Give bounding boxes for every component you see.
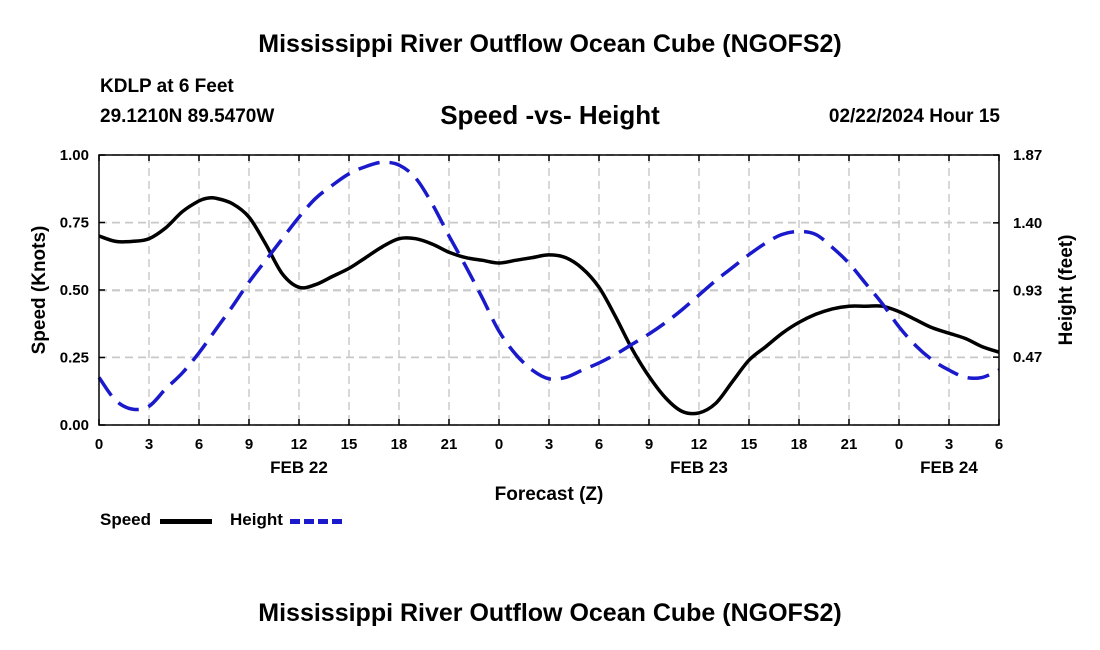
chart-title: Mississippi River Outflow Ocean Cube (NG… [258,30,842,58]
x-tick-label: 21 [841,436,858,453]
legend-height-label: Height [230,510,283,529]
chart-timestamp: 02/22/2024 Hour 15 [828,106,1000,127]
chart-subtitle: Speed -vs- Height [440,100,660,130]
x-tick-label: 3 [145,436,153,453]
x-tick-label: 0 [95,436,103,453]
y-tick-label-right: 0.47 [1013,349,1042,366]
y-tick-label-left: 0.75 [60,215,89,232]
x-tick-label: 6 [995,436,1003,453]
speed-height-chart: 0 3 6 9 12 15 18 21 0 3 6 9 12 15 18 21 0 3 6 FEB 22 FEB 23 F… [29,147,1077,505]
x-tick-label: 0 [495,436,503,453]
station-coordinates: 29.1210N 89.5470W [100,106,275,127]
series-layer [97,160,1000,416]
legend-speed-swatch [160,519,212,524]
series-line-speed [98,195,1000,416]
y-tick-label-left: 0.00 [60,417,89,434]
axes: 0 3 6 9 12 15 18 21 0 3 6 9 12 15 18 21 0 3 6 FEB 22 FEB 23 F… [60,147,1042,477]
y-tick-label-right: 1.87 [1013,147,1042,164]
y-tick-label-left: 0.50 [60,282,89,299]
y-tick-label-right: 0.93 [1013,283,1042,300]
y-tick-label-right: 1.40 [1013,215,1042,232]
x-tick-label: 0 [895,436,903,453]
x-tick-label: 9 [245,436,253,453]
x-tick-label: 18 [391,436,408,453]
legend-height-swatch [290,519,342,524]
x-tick-label: 3 [945,436,953,453]
y-axis-label-right: Height (feet) [1056,235,1077,346]
date-label: FEB 24 [920,458,978,477]
series-line-height [97,160,1000,412]
station-label: KDLP at 6 Feet [100,76,234,97]
x-tick-label: 12 [291,436,308,453]
x-tick-label: 6 [595,436,603,453]
x-tick-label: 12 [691,436,708,453]
x-tick-label: 9 [645,436,653,453]
x-tick-label: 3 [545,436,553,453]
y-axis-label-left: Speed (Knots) [29,226,50,355]
footer-title: Mississippi River Outflow Ocean Cube (NG… [258,599,842,627]
legend-speed-label: Speed [100,510,152,529]
y-tick-label-left: 0.25 [60,350,89,367]
x-tick-label: 21 [441,436,458,453]
x-axis-label: Forecast (Z) [495,484,604,505]
date-label: FEB 22 [270,458,328,477]
date-label: FEB 23 [670,458,728,477]
x-tick-label: 15 [741,436,758,453]
grid [99,154,999,426]
y-tick-label-left: 1.00 [60,147,89,164]
x-tick-label: 6 [195,436,203,453]
x-tick-label: 15 [341,436,358,453]
x-tick-label: 18 [791,436,808,453]
